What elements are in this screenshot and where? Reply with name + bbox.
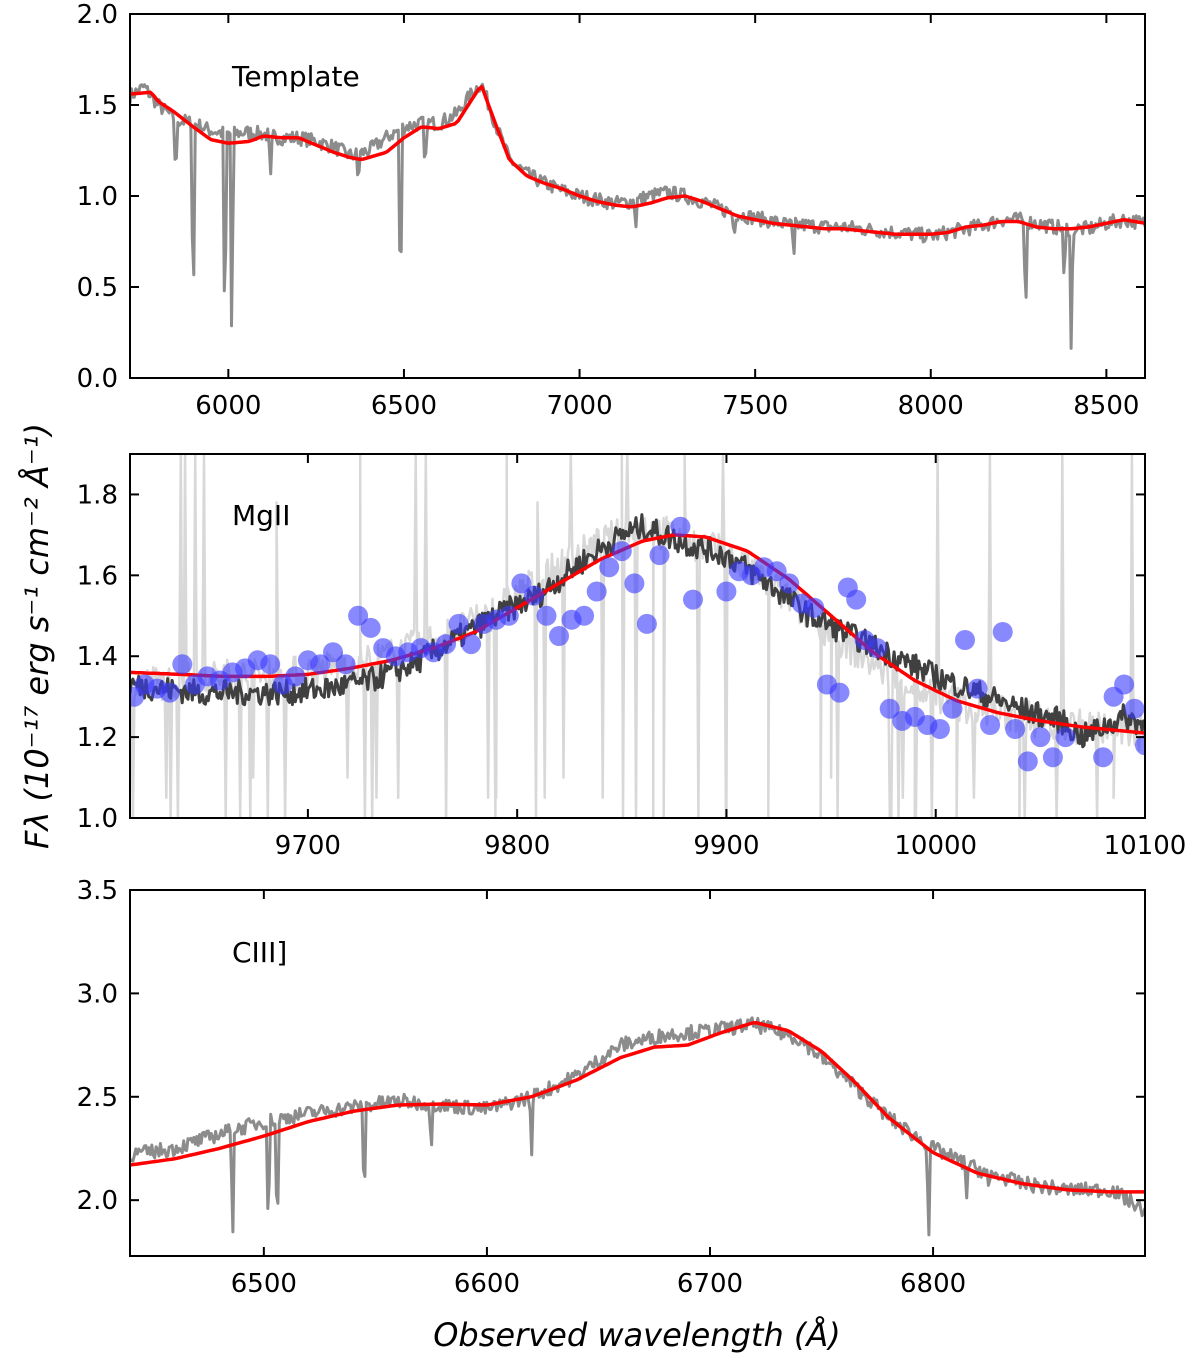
mgii-binned-point — [536, 605, 557, 626]
mgii-x-tick-label: 10100 — [1104, 831, 1187, 861]
mgii-y-tick-label: 1.2 — [77, 723, 118, 753]
mgii-binned-point — [511, 573, 532, 594]
mgii-binned-point — [624, 573, 645, 594]
template-panel-label: Template — [231, 60, 360, 93]
ciii-x-tick-label: 6600 — [454, 1269, 520, 1299]
mgii-binned-point — [649, 545, 670, 566]
mgii-binned-point — [360, 617, 381, 638]
template-y-tick-label: 1.5 — [77, 91, 118, 121]
mgii-binned-point — [1135, 735, 1145, 756]
mgii-binned-point — [461, 634, 482, 655]
mgii-y-tick-label: 1.8 — [77, 480, 118, 510]
mgii-binned-point — [1124, 698, 1145, 719]
mgii-binned-point — [867, 638, 888, 659]
mgii-binned-point — [611, 541, 632, 562]
mgii-binned-point — [955, 630, 975, 650]
ciii-axes-frame — [129, 889, 1146, 1257]
mgii-binned-point — [310, 654, 331, 675]
mgii-axes-frame — [129, 453, 1146, 819]
mgii-binned-point — [260, 654, 281, 675]
template-x-tick-label: 7500 — [722, 391, 788, 421]
mgii-binned-point — [1093, 747, 1114, 768]
ciii-y-tick-label: 2.0 — [77, 1186, 118, 1216]
mgii-binned-point — [1042, 747, 1063, 768]
template-plot-area — [130, 82, 1145, 350]
mgii-y-tick-label: 1.4 — [77, 642, 118, 672]
template-y-tick-label: 0.5 — [77, 273, 118, 303]
mgii-binned-point — [980, 715, 1001, 735]
mgii-binned-point — [846, 589, 867, 610]
ciii-y-tick-label: 3.5 — [77, 876, 118, 906]
mgii-y-tick-label: 1.0 — [77, 804, 118, 834]
mgii-x-tick-label: 9700 — [275, 831, 341, 861]
mgii-binned-point — [1055, 727, 1076, 748]
mgii-binned-point — [285, 666, 306, 687]
mgii-binned-point — [436, 634, 456, 655]
mgii-panel-label: MgII — [232, 499, 290, 532]
ciii-ciii-spectrum-line — [130, 1016, 1145, 1237]
mgii-binned-point — [574, 605, 595, 626]
mgii-binned-point — [335, 654, 356, 675]
ciii-y-tick-label: 2.5 — [77, 1083, 118, 1113]
mgii-binned-point — [879, 698, 900, 719]
panel-mgii: 9700 9800 9900 10000 10100 1.0 1.2 1.4 1.6 1.8 Mg… — [77, 453, 1187, 861]
mgii-binned-point — [779, 573, 800, 594]
template-x-tick-label: 7000 — [546, 391, 612, 421]
mgii-plot-area — [130, 454, 1145, 818]
mgii-binned-point — [348, 605, 369, 626]
mgii-binned-point — [967, 678, 988, 699]
ciii-x-tick-label: 6500 — [231, 1269, 297, 1299]
template-y-tick-label: 2.0 — [77, 0, 118, 30]
template-y-tick-label: 0.0 — [77, 364, 118, 394]
mgii-binned-point — [1017, 751, 1038, 772]
template-x-tick-label: 8000 — [898, 391, 964, 421]
template-template-model-line — [130, 85, 1145, 236]
mgii-binned-point — [992, 622, 1013, 642]
mgii-binned-point — [683, 589, 703, 610]
ciii-ticks: 6500 6600 6700 6800 2.0 2.5 3.0 3.5 — [77, 876, 1145, 1299]
template-x-tick-label: 8500 — [1073, 391, 1139, 421]
mgii-x-tick-label: 9900 — [693, 831, 759, 861]
template-y-tick-label: 1.0 — [77, 182, 118, 212]
mgii-binned-point — [829, 682, 850, 703]
mgii-x-tick-label: 9800 — [484, 831, 550, 861]
mgii-x-tick-label: 10000 — [894, 831, 977, 861]
template-x-tick-label: 6500 — [371, 391, 437, 421]
mgii-ticks: 9700 9800 9900 10000 10100 1.0 1.2 1.4 1.6 1.8 — [77, 454, 1187, 861]
mgii-binned-point — [1114, 674, 1135, 695]
mgii-binned-point — [172, 654, 193, 675]
mgii-binned-point — [323, 642, 343, 663]
panel-ciii: 6500 6600 6700 6800 2.0 2.5 3.0 3.5 CIII] — [77, 876, 1146, 1299]
template-x-tick-label: 6000 — [195, 391, 261, 421]
mgii-binned-point — [942, 698, 963, 719]
mgii-binned-point — [549, 626, 569, 646]
x-axis-title: Observed wavelength (Å) — [433, 1316, 841, 1354]
ciii-x-tick-label: 6700 — [677, 1269, 743, 1299]
mgii-binned-point — [599, 557, 620, 578]
mgii-y-tick-label: 1.6 — [77, 561, 118, 591]
mgii-binned-point — [670, 516, 691, 537]
ciii-plot-area — [130, 1016, 1145, 1237]
mgii-binned-point — [716, 581, 737, 602]
mgii-binned-point — [766, 561, 787, 582]
mgii-binned-point — [636, 613, 657, 634]
y-axis-title: Fλ (10⁻¹⁷ erg s⁻¹ cm⁻² Å⁻¹) — [18, 423, 56, 849]
ciii-panel-label: CIII] — [232, 936, 287, 969]
mgii-binned-point — [929, 719, 950, 739]
ciii-y-tick-label: 3.0 — [77, 979, 118, 1009]
template-template-spectrum-line — [130, 82, 1145, 350]
mgii-binned-point — [448, 613, 469, 634]
template-ticks: 6000 6500 7000 7500 8000 8500 0.0 0.5 1.0 1.5 2.0 — [77, 0, 1145, 421]
ciii-x-tick-label: 6800 — [900, 1269, 966, 1299]
mgii-binned-point — [498, 605, 519, 626]
mgii-binned-point — [804, 597, 825, 618]
mgii-binned-point — [523, 585, 544, 606]
mgii-binned-point — [586, 581, 607, 602]
mgii-binned-point — [159, 682, 180, 703]
ciii-ciii-model-line — [130, 1020, 1145, 1194]
mgii-binned-point — [1030, 727, 1051, 748]
panel-template: 6000 6500 7000 7500 8000 85000.00.51.01.52.0 … — [77, 0, 1146, 421]
mgii-binned-point — [1005, 719, 1026, 739]
